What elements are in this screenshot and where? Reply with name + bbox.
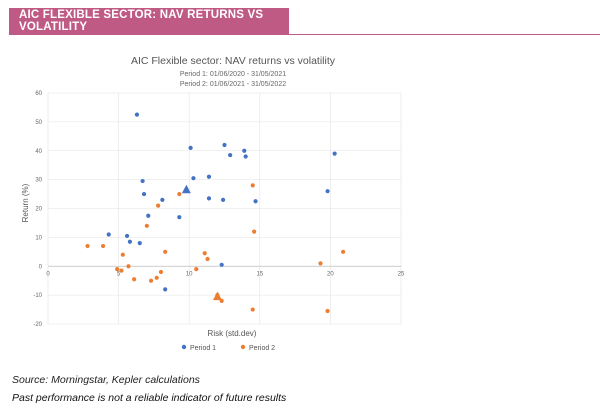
point-period-2 [341,249,346,254]
point-period-2 [132,277,137,282]
gridlines [47,92,402,325]
point-period-1 [188,145,193,150]
point-period-2 [163,249,168,254]
point-period-2 [158,269,164,275]
y-tick-label: 20 [35,207,42,213]
point-period-1 [220,197,226,202]
section-header: AIC FLEXIBLE SECTOR: NAV RETURNS VS VOLA… [9,8,289,34]
data-points [85,112,346,314]
y-tick-label: -10 [33,293,42,299]
point-period-1 [163,287,168,292]
x-tick-label: 15 [256,271,263,277]
source-note: Source: Morningstar, Kepler calculations [12,374,200,386]
point-period-1 [242,148,247,153]
sector-average-triangle-period-2 [212,291,222,301]
point-period-1 [191,176,196,181]
tick-labels: -20 -10 0 10 20 30 40 50 60 0 5 10 15 20 25 [33,91,405,328]
x-axis-title: Risk (std.dev) [208,329,257,338]
x-tick-label: 0 [46,271,50,277]
point-period-1 [253,199,258,204]
point-period-1 [137,241,142,246]
x-tick-label: 25 [398,271,405,277]
point-period-1 [325,189,330,194]
point-period-1 [177,215,182,220]
y-tick-label: 30 [35,178,42,184]
y-tick-label: -20 [33,322,42,328]
point-period-1 [140,178,145,184]
y-tick-label: 10 [35,235,42,241]
point-period-1 [127,239,132,244]
point-period-1 [206,174,212,179]
point-period-2 [85,243,90,249]
point-period-2 [202,251,207,256]
point-period-1 [332,151,337,156]
point-period-2 [100,243,106,249]
chart-subtitle-period-1: Period 1: 01/06/2020 - 31/05/2021 [180,71,286,78]
point-period-2 [120,252,125,257]
point-period-2 [126,264,131,269]
point-period-2 [325,308,330,314]
point-period-1 [134,112,140,117]
point-period-2 [144,223,149,228]
header-rule [9,34,600,35]
point-period-2 [154,275,159,280]
point-period-2 [119,268,124,273]
point-period-2 [156,203,161,208]
legend-marker-period-2 [240,344,246,350]
disclaimer-note: Past performance is not a reliable indic… [12,392,287,404]
point-period-2 [205,256,210,262]
x-tick-label: 20 [327,271,334,277]
point-period-1 [124,233,130,239]
point-period-1 [228,152,233,158]
point-period-2 [252,229,257,234]
point-period-1 [106,232,111,237]
point-period-2 [250,307,255,312]
point-period-2 [250,183,255,188]
point-period-1 [160,197,165,202]
point-period-2 [177,191,182,197]
legend-label-period-2: Period 2 [249,345,275,352]
y-tick-label: 40 [35,149,42,155]
point-period-1 [141,191,147,197]
sector-average-triangle-period-1 [181,184,191,194]
chart-title: AIC Flexible sector: NAV returns vs vola… [131,55,336,67]
point-period-1 [206,196,212,201]
legend-label-period-1: Period 1 [190,345,216,352]
scatter-chart: AIC Flexible sector: NAV returns vs vola… [21,55,405,352]
legend: Period 1 Period 2 [181,344,275,352]
point-period-1 [219,262,224,267]
x-tick-label: 5 [117,271,121,277]
point-period-2 [115,267,120,272]
point-period-1 [222,142,227,148]
point-period-2 [194,267,199,272]
y-tick-label: 0 [39,264,43,270]
y-tick-label: 50 [35,120,42,126]
legend-marker-period-1 [181,344,187,350]
x-tick-label: 10 [186,271,193,277]
point-period-1 [243,154,248,159]
y-axis-title: Return (%) [21,183,30,222]
y-tick-label: 60 [35,91,42,97]
section-header-title: AIC FLEXIBLE SECTOR: NAV RETURNS VS VOLA… [19,9,264,33]
chart-subtitle-period-2: Period 2: 01/06/2021 - 31/05/2022 [180,81,286,88]
point-period-2 [318,261,323,266]
point-period-1 [146,213,151,218]
point-period-2 [148,278,154,283]
